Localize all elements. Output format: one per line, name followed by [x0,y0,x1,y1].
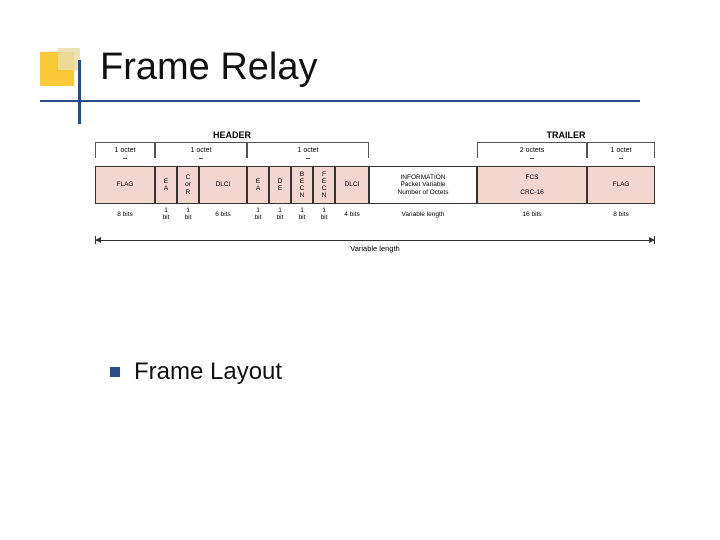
section-label-info [369,130,477,140]
section-label-header: HEADER [95,130,369,140]
octet-label: 2 octets [477,142,587,158]
fields-row: FLAGE AC or RDLCIE AD EB E C NF E C NDLC… [95,166,655,204]
octet-label: 1 octet [587,142,655,158]
frame-field: DLCI [335,166,369,204]
frame-field: FLAG [95,166,155,204]
frame-field: E A [155,166,177,204]
bits-label: 1 bit [313,204,335,224]
accent-line-vertical [78,60,81,124]
octet-label [369,142,477,158]
octet-label: 1 octet [155,142,247,158]
section-labels-row: HEADER TRAILER [95,130,655,140]
slide-title: Frame Relay [100,46,318,89]
bits-label: 1 bit [269,204,291,224]
section-label-trailer: TRAILER [477,130,655,140]
bits-label: 8 bits [95,204,155,224]
frame-field: FCS CRC-16 [477,166,587,204]
octet-labels-row: 1 octet1 octet1 octet2 octets1 octet [95,142,655,158]
bits-label: 6 bits [199,204,247,224]
bits-label: 1 bit [291,204,313,224]
bullet-item: Frame Layout [110,358,282,386]
bits-label: Variable length [369,204,477,224]
frame-field: INFORMATION Packet Variable Number of Oc… [369,166,477,204]
bits-label: 16 bits [477,204,587,224]
octet-label: 1 octet [95,142,155,158]
bullet-square-icon [110,367,120,377]
frame-field: E A [247,166,269,204]
accent-square-beige [58,48,80,70]
bits-labels-row: 8 bits1 bit1 bit6 bits1 bit1 bit1 bit1 b… [95,204,655,224]
title-decoration [40,48,100,98]
frame-field: DLCI [199,166,247,204]
frame-field: FLAG [587,166,655,204]
bullet-text: Frame Layout [134,358,282,386]
variable-length-indicator: Variable length [95,236,655,252]
title-underline [40,100,640,102]
bits-label: 1 bit [177,204,199,224]
bits-label: 1 bit [247,204,269,224]
bits-label: 1 bit [155,204,177,224]
bits-label: 4 bits [335,204,369,224]
variable-length-label: Variable length [95,244,655,253]
bits-label: 8 bits [587,204,655,224]
frame-field: F E C N [313,166,335,204]
frame-field: C or R [177,166,199,204]
frame-diagram: HEADER TRAILER 1 octet1 octet1 octet2 oc… [95,130,655,252]
octet-label: 1 octet [247,142,369,158]
frame-field: B E C N [291,166,313,204]
frame-field: D E [269,166,291,204]
